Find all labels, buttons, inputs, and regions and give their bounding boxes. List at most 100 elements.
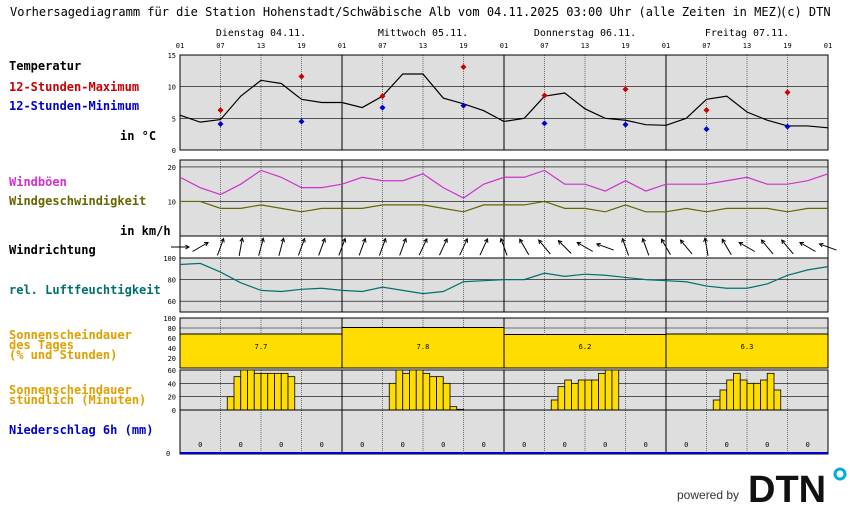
max-temperature-point	[622, 86, 629, 93]
wind-arrow-head	[799, 241, 804, 247]
y-tick-label: 20	[168, 164, 176, 172]
wind-arrow	[318, 237, 326, 256]
wind-arrow	[703, 237, 709, 256]
precipitation-axis-label: 0	[166, 450, 170, 458]
precipitation-value: 0	[198, 441, 202, 449]
y-tick-label: 100	[163, 315, 176, 323]
y-tick-label: 5	[172, 115, 176, 123]
wind-arrow-head	[361, 237, 367, 243]
wind-arrow	[818, 242, 837, 251]
precipitation-value: 0	[684, 441, 688, 449]
wind-arrow-shaft	[558, 240, 572, 254]
sunshine-hourly-bar	[773, 389, 782, 411]
y-tick-label: 40	[168, 380, 176, 388]
wind-arrow	[557, 239, 572, 254]
precipitation-value: 0	[279, 441, 283, 449]
wind-arrow-head	[220, 237, 225, 243]
precipitation-label: Niederschlag 6h (mm)	[9, 423, 154, 437]
wind-arrow-shaft	[721, 238, 732, 256]
wind-arrow-shaft	[680, 239, 693, 255]
precipitation-value: 0	[320, 441, 324, 449]
wind-arrow	[192, 241, 209, 252]
hour-tick-label: 01	[338, 42, 346, 50]
wind-arrow-head	[423, 237, 428, 243]
wind-direction-label: Windrichtung	[9, 243, 96, 257]
temperature-line	[179, 73, 829, 129]
sunshine-hourly-bar	[247, 369, 255, 411]
wind-arrow	[519, 238, 530, 256]
sunshine-hourly-label-2: stündlich (Minuten)	[9, 393, 146, 407]
sunshine-daily-bar	[503, 334, 667, 369]
max-temperature-point	[703, 107, 710, 114]
wind-arrow	[538, 239, 551, 255]
wind-arrow-shaft	[738, 242, 756, 252]
sunshine-daily-label-3: (% und Stunden)	[9, 348, 117, 362]
hour-tick-label: 07	[216, 42, 224, 50]
sunshine-hourly-bar	[719, 389, 728, 411]
sunshine-hourly-bar	[726, 379, 734, 411]
sunshine-hourly-bar	[557, 386, 566, 411]
sunshine-hourly-bar	[571, 382, 579, 411]
y-tick-label: 100	[163, 255, 176, 263]
wind-arrow	[781, 239, 794, 255]
sunshine-daily-label-2: des Tages	[9, 338, 74, 352]
wind-arrow-head	[721, 238, 726, 244]
wind-arrow-head	[519, 238, 524, 244]
hour-tick-label: 07	[540, 42, 548, 50]
sunshine-hourly-bar	[766, 372, 775, 411]
precipitation-value: 0	[644, 441, 648, 449]
max-temperature-label: 12-Stunden-Maximum	[9, 80, 139, 94]
precipitation-value: 0	[563, 441, 567, 449]
wind-arrow	[438, 237, 448, 256]
precipitation-panel: 0 0 0 0 0 0 0 0 0 0 0 0 0 0 0 0 0	[166, 409, 829, 458]
wind-direction-panel	[171, 235, 837, 259]
y-tick-label: 20	[168, 355, 176, 363]
min-temperature-point	[460, 102, 467, 109]
y-tick-label: 0	[172, 147, 176, 155]
sunshine-hourly-bar	[577, 379, 586, 411]
wind-arrow	[679, 239, 693, 255]
sunshine-hourly-bar	[429, 376, 437, 411]
page-title: Vorhersagediagramm für die Station Hohen…	[10, 5, 783, 19]
dtn-logo: DTN	[748, 467, 847, 510]
y-tick-label: 40	[168, 345, 176, 353]
wind-arrow	[358, 237, 367, 256]
wind-panel: 10 20	[168, 159, 829, 237]
sunshine-hourly-bar	[240, 369, 248, 411]
sunshine-hourly-bar	[611, 369, 620, 411]
wind-arrow-shaft	[418, 238, 428, 256]
wind-arrow	[278, 237, 286, 256]
humidity-line	[179, 262, 829, 295]
wind-arrow-shaft	[819, 243, 837, 251]
dtn-logo-dot	[833, 467, 847, 481]
sunshine-hourly-bar	[739, 379, 748, 411]
sunshine-hourly-bar	[712, 399, 721, 411]
wind-arrow-head	[760, 239, 766, 245]
hour-tick-label: 01	[824, 42, 832, 50]
y-tick-label: 0	[172, 407, 176, 415]
wind-arrow-shaft	[661, 238, 671, 256]
day-label: Freitag 07.11.	[705, 28, 789, 39]
sunshine-hourly-label-1: Sonnenscheindauer	[9, 383, 132, 397]
hour-tick-label: 01	[662, 42, 670, 50]
precipitation-value: 0	[806, 441, 810, 449]
y-tick-label: 60	[168, 298, 176, 306]
min-temperature-point	[703, 126, 710, 133]
y-tick-label: 80	[168, 277, 176, 285]
wind-arrow-shaft	[318, 238, 326, 256]
wind-arrow-head	[576, 241, 582, 247]
wind-arrow-head	[499, 237, 505, 243]
wind-arrow	[258, 237, 265, 256]
sunshine-daily-hours-label: 7.8	[417, 343, 430, 351]
sunshine-hourly-bar	[253, 372, 262, 411]
hour-tick-label: 19	[459, 42, 467, 50]
sunshine-hourly-bar	[753, 382, 761, 411]
hour-tick-label: 07	[702, 42, 710, 50]
hour-tick-label: 13	[581, 42, 589, 50]
temperature-panel: 0 5 10 15	[168, 52, 829, 155]
sunshine-hourly-bar	[584, 379, 593, 411]
wind-arrow-head	[781, 239, 786, 245]
day-label: Donnerstag 06.11.	[534, 28, 636, 39]
sunshine-daily-panel: 20 40 60 80 100 7.7 7.8 6.2 6.3	[163, 315, 829, 369]
sunshine-hourly-bar	[287, 376, 296, 411]
